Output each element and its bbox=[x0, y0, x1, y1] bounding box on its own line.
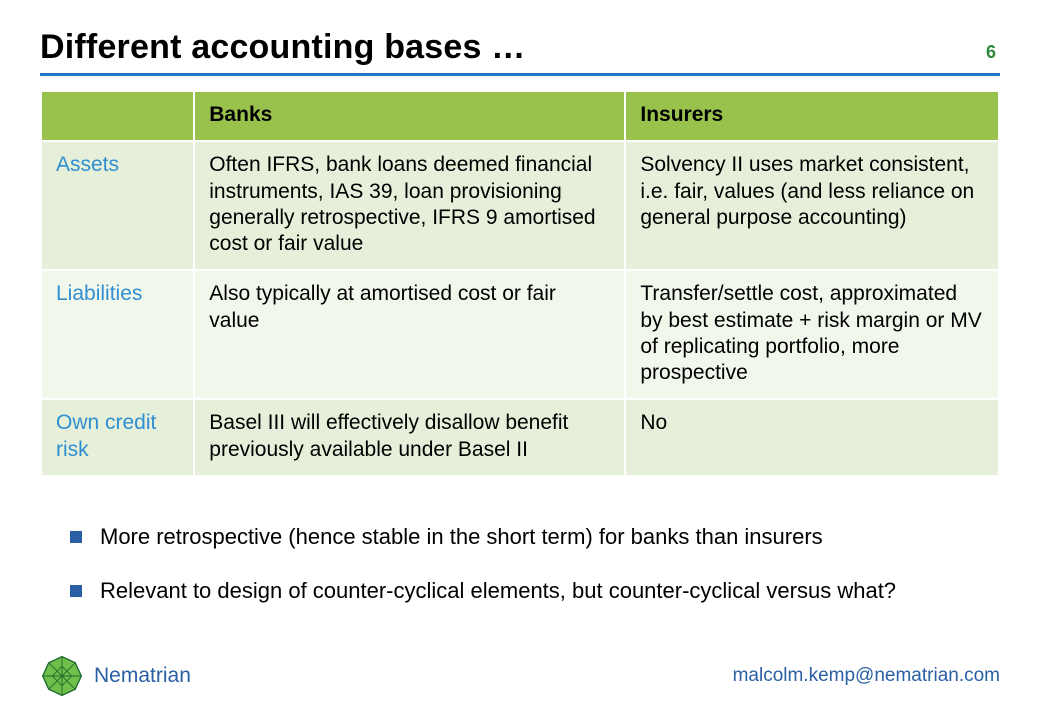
square-bullet-icon bbox=[70, 585, 82, 597]
bullet-list: More retrospective (hence stable in the … bbox=[40, 523, 1000, 606]
cell-assets-insurers: Solvency II uses market consistent, i.e.… bbox=[625, 141, 999, 270]
table-header-row: Banks Insurers bbox=[41, 91, 999, 141]
brand-logo-icon bbox=[40, 654, 84, 698]
brand-name: Nematrian bbox=[94, 664, 191, 688]
cell-assets-banks: Often IFRS, bank loans deemed financial … bbox=[194, 141, 625, 270]
footer-left: Nematrian bbox=[40, 654, 191, 698]
footer: Nematrian malcolm.kemp@nematrian.com bbox=[40, 654, 1000, 698]
header-row: Different accounting bases … 6 bbox=[40, 28, 1000, 67]
cell-liabilities-insurers: Transfer/settle cost, approximated by be… bbox=[625, 270, 999, 399]
slide-title: Different accounting bases … bbox=[40, 28, 525, 67]
cell-own-credit-banks: Basel III will effectively disallow bene… bbox=[194, 399, 625, 476]
table-header-insurers: Insurers bbox=[625, 91, 999, 141]
page-number: 6 bbox=[986, 42, 996, 63]
list-item: More retrospective (hence stable in the … bbox=[70, 523, 1000, 552]
slide-container: Different accounting bases … 6 Banks Ins… bbox=[0, 0, 1040, 720]
contact-email: malcolm.kemp@nematrian.com bbox=[733, 665, 1000, 687]
table-header-banks: Banks bbox=[194, 91, 625, 141]
row-label-liabilities: Liabilities bbox=[41, 270, 194, 399]
comparison-table: Banks Insurers Assets Often IFRS, bank l… bbox=[40, 90, 1000, 477]
cell-liabilities-banks: Also typically at amortised cost or fair… bbox=[194, 270, 625, 399]
table-row: Liabilities Also typically at amortised … bbox=[41, 270, 999, 399]
row-label-own-credit-risk: Own credit risk bbox=[41, 399, 194, 476]
cell-own-credit-insurers: No bbox=[625, 399, 999, 476]
bullet-text: Relevant to design of counter-cyclical e… bbox=[100, 577, 896, 606]
list-item: Relevant to design of counter-cyclical e… bbox=[70, 577, 1000, 606]
comparison-table-wrap: Banks Insurers Assets Often IFRS, bank l… bbox=[40, 90, 1000, 477]
row-label-assets: Assets bbox=[41, 141, 194, 270]
title-underline bbox=[40, 73, 1000, 76]
square-bullet-icon bbox=[70, 531, 82, 543]
table-row: Own credit risk Basel III will effective… bbox=[41, 399, 999, 476]
table-row: Assets Often IFRS, bank loans deemed fin… bbox=[41, 141, 999, 270]
table-header-blank bbox=[41, 91, 194, 141]
bullet-text: More retrospective (hence stable in the … bbox=[100, 523, 823, 552]
